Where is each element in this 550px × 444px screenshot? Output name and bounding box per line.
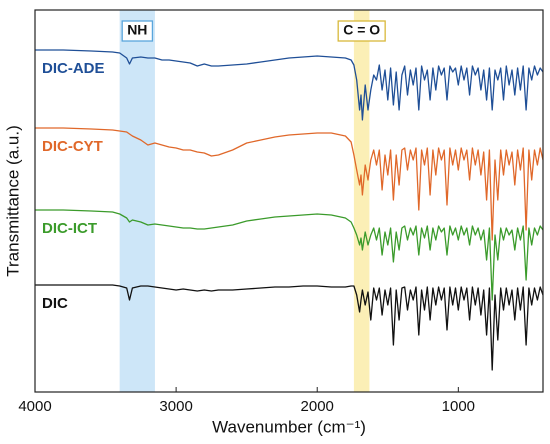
band-label-box [337, 20, 386, 42]
x-tick-label: 4000 [18, 398, 51, 415]
series-label: DIC [42, 295, 68, 312]
lines [35, 49, 544, 371]
band [353, 10, 370, 392]
bands [119, 10, 370, 392]
band-label: C = O [343, 22, 380, 38]
spectrum-line [35, 127, 544, 241]
series-label: DIC-CYT [42, 138, 103, 155]
series-label: DIC-ICT [42, 220, 97, 237]
band-label: NH [127, 22, 147, 38]
spectrum-line [35, 49, 544, 121]
band-label-box [121, 20, 154, 42]
x-tick-label: 3000 [159, 398, 192, 415]
plot-frame [34, 9, 544, 393]
y-axis-title: Transmittance (a.u.) [3, 125, 22, 276]
band [119, 10, 155, 392]
series-label: DIC-ADE [42, 60, 105, 77]
x-tick-label: 2000 [301, 398, 334, 415]
x-tick-label: 1000 [442, 398, 475, 415]
x-axis-title: Wavenumber (cm⁻¹) [212, 417, 366, 436]
spectrum-line [35, 284, 544, 371]
spectrum-line [35, 209, 544, 301]
